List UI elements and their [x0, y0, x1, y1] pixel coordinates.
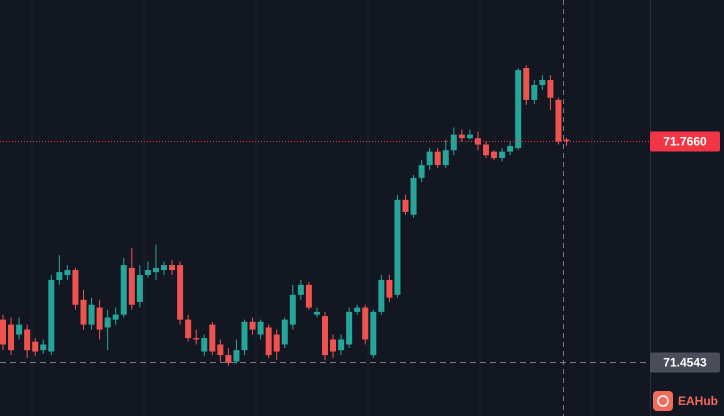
- candle-body: [72, 270, 79, 305]
- candles: [0, 65, 570, 366]
- candle-body: [201, 338, 208, 352]
- candle-body: [297, 284, 304, 295]
- candle-body: [40, 344, 47, 351]
- candle-body: [289, 294, 296, 325]
- candle-body: [483, 144, 489, 156]
- candle-body: [499, 151, 506, 159]
- candle-body: [531, 85, 538, 100]
- candle-body: [80, 299, 87, 325]
- candle-body: [515, 70, 522, 149]
- candle-body: [56, 272, 63, 280]
- candle-body: [313, 311, 320, 315]
- candle-body: [563, 139, 570, 142]
- candle-body: [64, 270, 71, 275]
- candle-body: [346, 311, 353, 345]
- watermark-text: EAHub: [678, 394, 718, 408]
- candle-body: [418, 165, 425, 178]
- candle-body: [233, 350, 240, 362]
- price-label-box: [650, 352, 720, 373]
- candle-body: [458, 134, 465, 139]
- candle-body: [0, 319, 6, 345]
- price-label: 71.4543: [663, 356, 707, 370]
- candle-body: [177, 265, 184, 320]
- candle-body: [144, 270, 151, 275]
- price-label-box: [650, 131, 720, 152]
- candle-body: [8, 324, 15, 351]
- candle-body: [265, 327, 272, 356]
- candle-body: [354, 307, 361, 312]
- candle-body: [193, 338, 200, 340]
- candle-body: [96, 307, 103, 330]
- candle-body: [281, 319, 288, 345]
- candle-body: [128, 267, 135, 305]
- watermark: EAHub: [653, 391, 718, 411]
- candle-body: [426, 151, 433, 166]
- candle-body: [169, 265, 176, 271]
- candle-body: [16, 324, 23, 335]
- candle-body: [450, 134, 457, 151]
- candle-body: [217, 344, 224, 356]
- candle-body: [136, 274, 143, 302]
- candle-body: [32, 341, 39, 352]
- candle-body: [112, 314, 119, 320]
- candle-body: [241, 321, 248, 351]
- candle-body: [305, 284, 312, 308]
- candle-body: [402, 199, 409, 212]
- candle-body: [547, 80, 554, 98]
- candle-body: [386, 279, 393, 298]
- candle-body: [338, 339, 345, 351]
- candle-body: [555, 99, 562, 142]
- candle-body: [161, 265, 167, 271]
- candle-body: [539, 80, 546, 86]
- candle-body: [362, 307, 369, 340]
- candle-body: [185, 319, 192, 339]
- watermark-icon-face: [657, 395, 669, 407]
- candle-body: [330, 339, 337, 352]
- candle-body: [434, 151, 441, 166]
- candle-body: [378, 279, 385, 312]
- candle-body: [523, 67, 530, 100]
- candle-body: [24, 329, 31, 351]
- candle-body: [466, 134, 473, 139]
- price-label: 71.7660: [663, 135, 707, 149]
- candle-body: [410, 177, 417, 215]
- candle-body: [491, 151, 498, 159]
- vertical-grid: [31, 0, 593, 416]
- candle-body: [370, 311, 377, 356]
- price-lines: 71.7660 71.4543: [0, 131, 720, 373]
- candle-body: [152, 267, 159, 273]
- candle-body: [273, 334, 280, 352]
- candle-body: [257, 321, 264, 335]
- candle-body: [88, 304, 95, 325]
- candle-body: [104, 317, 111, 328]
- candle-body: [249, 321, 256, 330]
- candle-body: [394, 199, 401, 295]
- candle-body: [322, 316, 328, 356]
- candle-body: [209, 324, 216, 352]
- candle-body: [120, 265, 127, 315]
- watermark-icon: [653, 391, 673, 411]
- candle-body: [48, 279, 55, 352]
- candle-body: [507, 145, 514, 152]
- candle-body: [225, 355, 232, 363]
- candle-body: [442, 150, 449, 166]
